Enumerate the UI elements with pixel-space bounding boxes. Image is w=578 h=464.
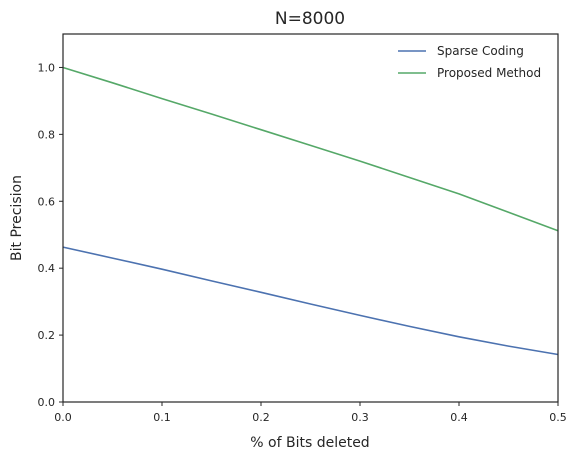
series-lines <box>62 66 559 356</box>
y-tick-label: 0.2 <box>38 329 56 342</box>
x-tick-label: 0.5 <box>549 411 567 424</box>
legend-label: Sparse Coding <box>437 44 524 58</box>
series-line-proposed-method <box>62 66 559 232</box>
y-tick-label: 0.0 <box>38 396 56 409</box>
x-axis-label: % of Bits deleted <box>250 435 369 451</box>
plot-frame <box>62 33 559 403</box>
y-tick-label: 0.4 <box>38 262 56 275</box>
y-tick-label: 1.0 <box>38 61 56 74</box>
x-tick-label: 0.0 <box>54 411 72 424</box>
x-tick-label: 0.4 <box>450 411 468 424</box>
x-tick-label: 0.2 <box>252 411 270 424</box>
legend-item-sparse-coding: Sparse Coding <box>398 44 524 58</box>
y-axis-label: Bit Precision <box>9 175 25 261</box>
y-axis: 0.0 0.2 0.4 0.6 0.8 1.0 <box>38 61 63 409</box>
y-tick-label: 0.8 <box>38 128 56 141</box>
legend-label: Proposed Method <box>437 66 541 80</box>
chart-title: N=8000 <box>275 9 345 29</box>
x-axis: 0.0 0.1 0.2 0.3 0.4 0.5 <box>54 402 567 424</box>
legend: Sparse Coding Proposed Method <box>398 44 541 80</box>
y-tick-label: 0.6 <box>38 195 56 208</box>
x-tick-label: 0.1 <box>153 411 171 424</box>
x-tick-label: 0.3 <box>351 411 369 424</box>
legend-item-proposed-method: Proposed Method <box>398 66 541 80</box>
series-line-sparse-coding <box>62 246 559 356</box>
